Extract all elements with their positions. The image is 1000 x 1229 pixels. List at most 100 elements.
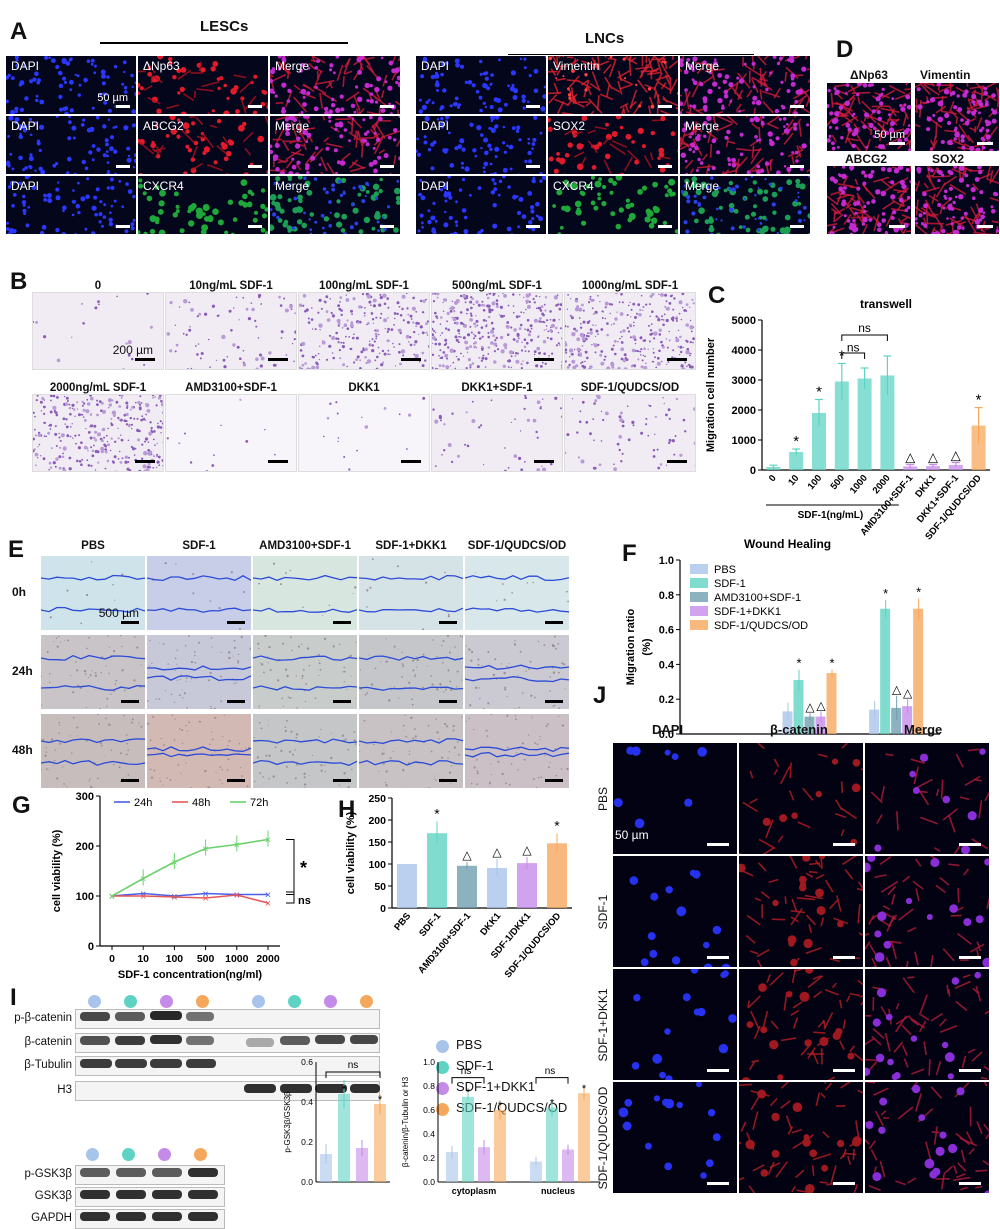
- chart-g-xlabel: SDF-1 concentration(ng/ml): [118, 969, 263, 981]
- chart-i2-bar-1-0: [462, 1097, 474, 1182]
- panel-b-letter: B: [10, 268, 27, 296]
- band2-1-3: [188, 1190, 218, 1199]
- transwell-image-5: [32, 394, 164, 472]
- scale-bar: [833, 1069, 855, 1072]
- panel-a-lncs-cell-1-2: Merge: [679, 115, 811, 175]
- scale-bar: [116, 225, 130, 228]
- scale-bar: [116, 105, 130, 108]
- blot2-dot-3: [194, 1148, 207, 1161]
- chart-g-point-1-1: ×: [140, 891, 146, 903]
- scale-bar: [248, 105, 262, 108]
- chart-i1-bar-3: [374, 1104, 386, 1182]
- blot-label-3: H3: [0, 1084, 72, 1096]
- chart-f-legend-label-4: SDF-1/QUDCS/OD: [714, 620, 808, 632]
- wound-image-2-3: [358, 713, 464, 789]
- panel-a-cell-label: ABCG2: [143, 119, 184, 133]
- chart-c-title: transwell: [860, 297, 912, 311]
- band2-0-2: [152, 1168, 182, 1177]
- scale-bar: [380, 105, 394, 108]
- panel-j-row-label-2: SDF-1+DKK1: [596, 988, 610, 1061]
- wound-image-0-0: 500 µm: [40, 555, 146, 631]
- panel-a-cell-label: DAPI: [421, 179, 449, 193]
- chart-f-legend-swatch-1: [690, 578, 708, 588]
- panel-a-lncs-cell-0-1: Vimentin: [547, 55, 679, 115]
- chart-f-ytick-label: 1.0: [659, 555, 674, 567]
- band2-1-0: [80, 1190, 110, 1199]
- panel-a-cell-label: CXCR4: [553, 179, 594, 193]
- band2-1-1: [116, 1190, 146, 1199]
- band-tub-3: [186, 1059, 216, 1068]
- chart-h-mark-1: *: [434, 805, 440, 821]
- scale-bar: [959, 956, 981, 959]
- chart-i2-ylabel: β-catenin/β-Tubulin or H3: [401, 1076, 410, 1167]
- chart-f-mark-1-1: *: [796, 656, 801, 671]
- transwell-label-6: AMD3100+SDF-1: [165, 382, 297, 394]
- scale-bar: [889, 225, 905, 228]
- panel-a-cell-label: DAPI: [11, 59, 39, 73]
- scale-bar: [439, 621, 457, 624]
- panel-j-cell-3-2: [864, 1081, 990, 1194]
- scale-bar: [959, 843, 981, 846]
- chart-c-ytick-label: 2000: [732, 405, 756, 417]
- wound-row-label-0: 0h: [12, 585, 26, 599]
- wound-image-1-2: [252, 634, 358, 710]
- scale-bar: [707, 1069, 729, 1072]
- panel-a-cell-label: SOX2: [553, 119, 585, 133]
- chart-f-mark-1-2: *: [883, 586, 888, 601]
- wound-col-label-2: AMD3100+SDF-1: [252, 540, 358, 552]
- transwell-label-9: SDF-1/QUDCS/OD: [564, 382, 696, 394]
- panel-e-letter: E: [8, 536, 24, 564]
- scale-bar: [380, 165, 394, 168]
- chart-g-point-2-1: ×: [140, 874, 146, 886]
- scale-bar: [658, 225, 672, 228]
- panel-a-cell-label: Merge: [275, 119, 309, 133]
- chart-i2-ytick-label: 0.4: [423, 1129, 435, 1139]
- panel-d-label-0: ΔNp63: [850, 68, 888, 82]
- transwell-image-0: 200 µm: [32, 292, 164, 370]
- scale-bar: [658, 105, 672, 108]
- panel-j-letter: J: [593, 682, 606, 710]
- chart-c-ns-2: ns: [858, 321, 871, 335]
- chart-i2-bar-3-0: [494, 1110, 506, 1182]
- chart-c-xgroup: SDF-1(ng/mL): [798, 510, 864, 521]
- chart-i1-star-3: *: [378, 1094, 383, 1106]
- scale-bar: [401, 460, 421, 463]
- wound-image-0-2: [252, 555, 358, 631]
- panel-j-cell-1-0: [612, 855, 738, 968]
- chart-f-legend-label-2: AMD3100+SDF-1: [714, 592, 801, 604]
- chart-f-legend-label-1: SDF-1: [714, 578, 746, 590]
- band-tub-1: [115, 1059, 147, 1068]
- panel-d-cell-0: 50 µm: [826, 82, 912, 152]
- chart-h-mark-2: △: [462, 848, 472, 862]
- chart-i2-star-3-1: *: [582, 1083, 587, 1095]
- chart-c-xtick-3: 500: [828, 473, 847, 492]
- panel-a-lescs-cell-2-2: Merge: [269, 175, 401, 235]
- scale-bar: [135, 460, 155, 463]
- chart-f-bar-4-2: [913, 609, 923, 734]
- chart-g-ytick-label: 200: [76, 841, 94, 853]
- blot-label-0: p-β-catenin: [0, 1012, 72, 1024]
- band-tub-2: [150, 1059, 182, 1068]
- chart-h-mark-4: △: [522, 843, 532, 857]
- wound-image-2-1: [146, 713, 252, 789]
- scale-bar: [526, 165, 540, 168]
- chart-i2-star-3-0: *: [498, 1100, 503, 1112]
- blot-dot-2: [160, 995, 173, 1008]
- chart-g-ytick-label: 0: [88, 941, 94, 953]
- chart-c-mark-6: △: [905, 450, 915, 465]
- blot-dot-3: [196, 995, 209, 1008]
- chart-h-xtick-3: DKK1: [478, 910, 504, 937]
- panel-a-lescs-cell-2-0: DAPI: [5, 175, 137, 235]
- panel-a-letter: A: [10, 18, 27, 46]
- panel-a-cell-label: DAPI: [11, 119, 39, 133]
- chart-g-line-1: [112, 895, 268, 903]
- chart-g-point-2-4: ×: [234, 840, 240, 852]
- panel-j-cell-2-2: [864, 968, 990, 1081]
- chart-g-star: *: [300, 858, 307, 878]
- band-bc-4: [246, 1038, 274, 1047]
- panel-d-letter: D: [836, 36, 853, 64]
- chart-f-legend-swatch-0: [690, 564, 708, 574]
- scale-bar: [667, 460, 687, 463]
- panel-a-lncs-cell-1-1: SOX2: [547, 115, 679, 175]
- blot2-dot-0: [86, 1148, 99, 1161]
